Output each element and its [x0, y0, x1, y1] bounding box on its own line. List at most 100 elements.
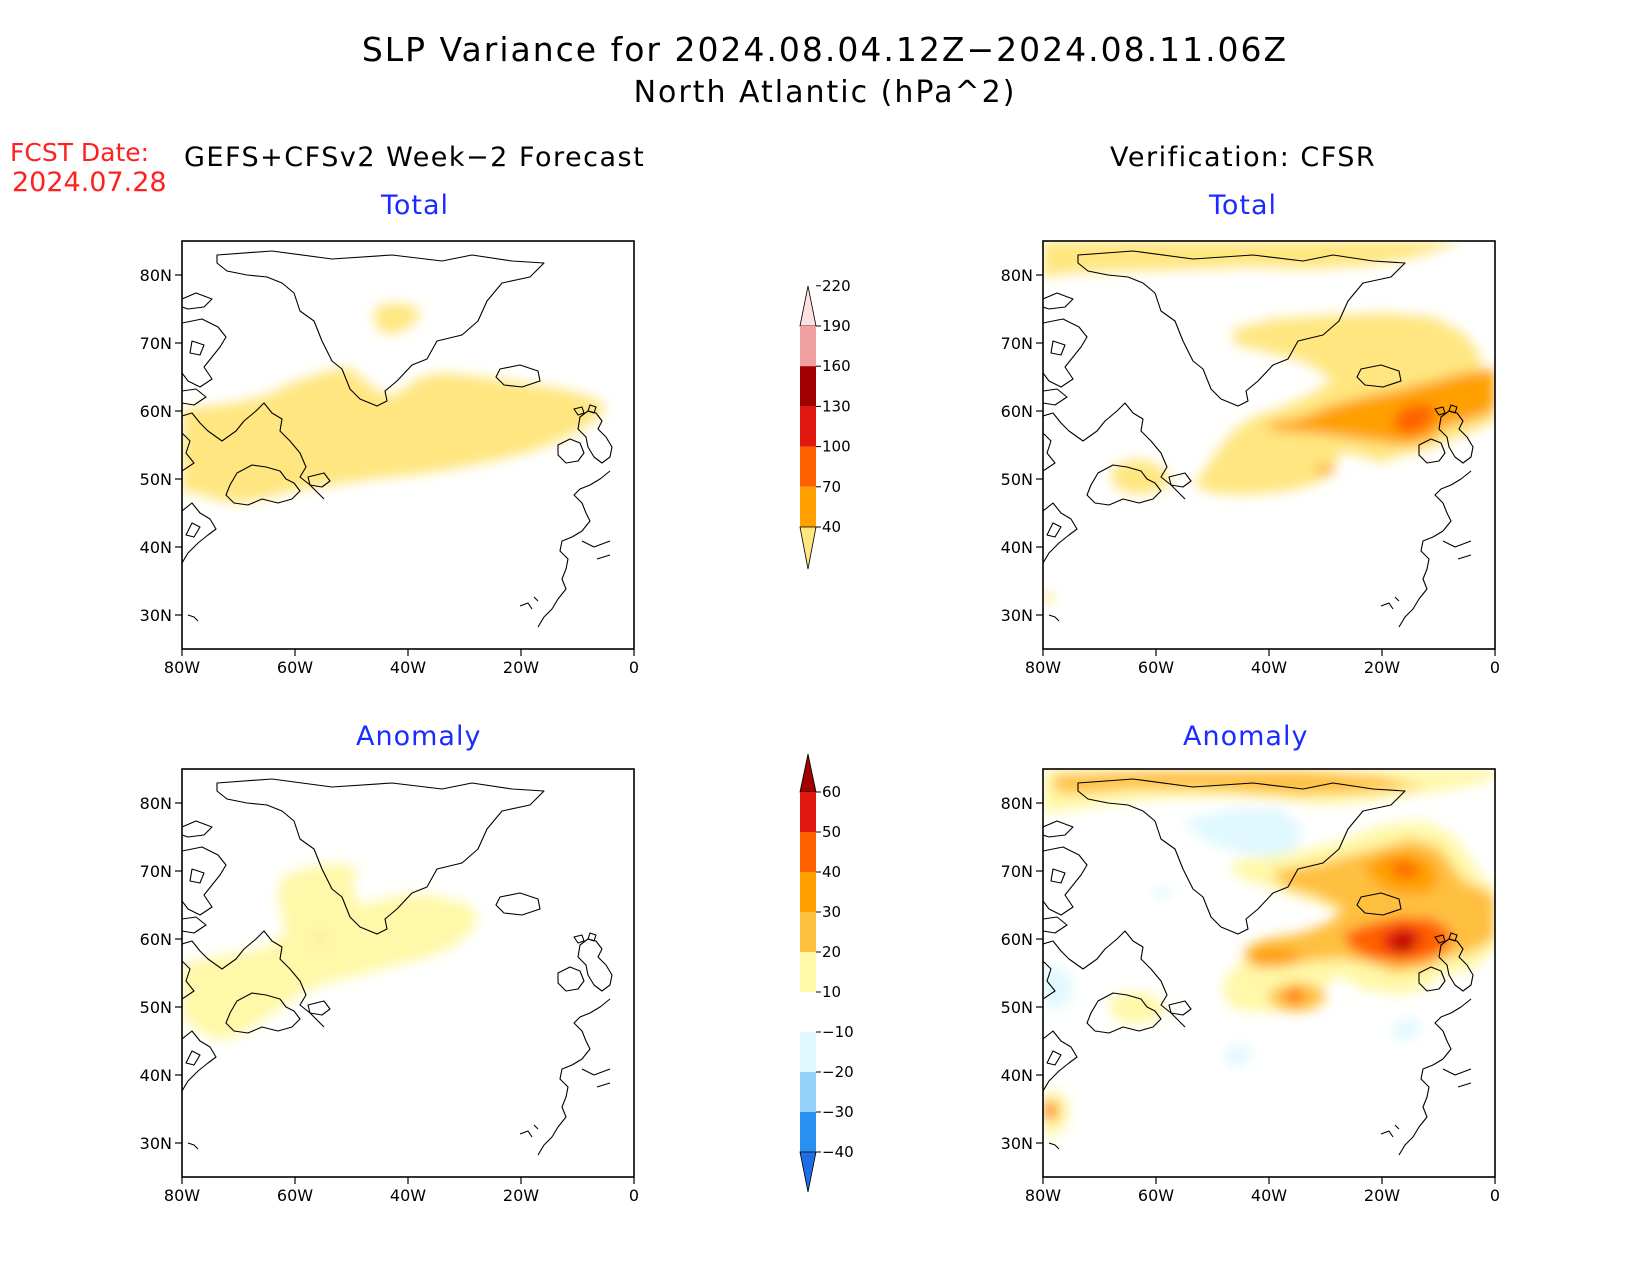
colorbar-anomaly: −40 −30 −20 −10 10 20 30 40 50 60 — [799, 753, 854, 1193]
main-subtitle: North Atlantic (hPa^2) — [633, 75, 1017, 110]
colorbar-segment — [800, 792, 816, 832]
shaded-region — [1315, 465, 1335, 475]
colorbar-arrow-bottom — [799, 1151, 817, 1193]
colorbar-segment — [800, 992, 816, 1032]
colorbar-segment — [800, 872, 816, 912]
colorbar-segment — [800, 912, 816, 952]
lon-label: 20W — [503, 658, 539, 677]
shaded-region — [1053, 771, 1423, 795]
shaded-region — [1109, 991, 1167, 1025]
lon-label: 80W — [164, 1186, 200, 1205]
lat-label: 50N — [1001, 998, 1033, 1017]
lon-label: 40W — [390, 1186, 426, 1205]
colorbar-label: 40 — [822, 518, 841, 536]
colorbar-label: 20 — [822, 943, 841, 961]
colorbar-segment — [800, 1032, 816, 1072]
lon-label: 80W — [1025, 658, 1061, 677]
colorbar-segment — [800, 326, 816, 367]
lat-label: 70N — [140, 862, 172, 881]
colorbar-label: 160 — [822, 357, 851, 375]
lon-label: 20W — [1364, 1186, 1400, 1205]
map-panel-verif-total: 80N 70N 60N 50N 40N 30N 80W 60W 40W 20W 0 — [1001, 240, 1500, 677]
colorbar-segment — [800, 406, 816, 447]
forecast-column-heading: GEFS+CFSv2 Week−2 Forecast — [184, 142, 646, 173]
map-panel-fcst-total: 80N 70N 60N 50N 40N 30N 80W 60W 40W 20W 0 — [140, 240, 639, 677]
colorbar-segment — [800, 366, 816, 407]
lat-label: 30N — [140, 1134, 172, 1153]
lon-label: 40W — [1251, 658, 1287, 677]
shaded-region — [1391, 1017, 1421, 1041]
colorbar-arrow-top — [799, 753, 817, 793]
colorbar-segment — [800, 1072, 816, 1112]
lat-label: 70N — [1001, 334, 1033, 353]
shaded-region — [374, 303, 422, 335]
lat-label: 80N — [140, 266, 172, 285]
lat-label: 70N — [1001, 862, 1033, 881]
main-title: SLP Variance for 2024.08.04.12Z−2024.08.… — [361, 30, 1289, 69]
lat-label: 50N — [140, 998, 172, 1017]
colorbar-label: 190 — [822, 317, 851, 335]
shaded-region — [1225, 1043, 1253, 1067]
map-panel-verif-anomaly: 80N 70N 60N 50N 40N 30N 80W 60W 40W 20W 0 — [1001, 768, 1500, 1205]
lon-label: 60W — [1138, 658, 1174, 677]
colorbar-label: 130 — [822, 397, 851, 415]
colorbar-total: 40 70 100 130 160 190 220 — [799, 277, 851, 570]
panel-subtitle-fcst-total: Total — [381, 190, 450, 221]
shaded-region — [182, 863, 478, 1041]
verification-column-heading: Verification: CFSR — [1110, 142, 1377, 173]
shaded-region — [1395, 935, 1413, 951]
colorbar-label: −40 — [822, 1143, 854, 1161]
lat-label: 50N — [140, 470, 172, 489]
forecast-date-label: FCST Date: — [10, 138, 150, 167]
colorbar-arrow-top — [799, 285, 817, 327]
lat-label: 40N — [1001, 1066, 1033, 1085]
lat-label: 80N — [1001, 794, 1033, 813]
shaded-region — [1183, 809, 1303, 859]
colorbar-label: 30 — [822, 903, 841, 921]
shaded-region — [1043, 591, 1055, 603]
map-panel-fcst-anomaly: 80N 70N 60N 50N 40N 30N 80W 60W 40W 20W 0 — [140, 768, 639, 1205]
colorbar-label: 100 — [822, 438, 851, 456]
lat-label: 40N — [140, 538, 172, 557]
lon-label: 40W — [1251, 1186, 1287, 1205]
colorbar-label: −10 — [822, 1023, 854, 1041]
shaded-region — [182, 367, 607, 503]
colorbar-segment — [800, 952, 816, 992]
colorbar-label: −30 — [822, 1103, 854, 1121]
colorbar-segment — [800, 832, 816, 872]
shaded-region — [1283, 989, 1305, 1003]
lat-label: 70N — [140, 334, 172, 353]
panel-subtitle-verif-total: Total — [1209, 190, 1278, 221]
colorbar-label: 40 — [822, 863, 841, 881]
colorbar-segment — [800, 1112, 816, 1152]
panel-subtitle-verif-anomaly: Anomaly — [1183, 721, 1309, 752]
lon-label: 0 — [629, 1186, 639, 1205]
lon-label: 80W — [1025, 1186, 1061, 1205]
lon-label: 0 — [629, 658, 639, 677]
lat-label: 30N — [1001, 1134, 1033, 1153]
shaded-region — [1388, 861, 1421, 877]
lon-label: 60W — [277, 658, 313, 677]
shaded-region — [1393, 403, 1437, 435]
lat-label: 60N — [1001, 402, 1033, 421]
lon-label: 20W — [1364, 658, 1400, 677]
lat-label: 60N — [140, 930, 172, 949]
colorbar-segment — [800, 486, 816, 527]
shaded-region — [1263, 369, 1495, 445]
lon-label: 20W — [503, 1186, 539, 1205]
lat-label: 50N — [1001, 470, 1033, 489]
lat-label: 30N — [1001, 606, 1033, 625]
lon-label: 40W — [390, 658, 426, 677]
colorbar-label: 10 — [822, 983, 841, 1001]
shaded-region — [1111, 459, 1171, 495]
colorbar-arrow-bottom — [799, 526, 817, 570]
lon-label: 60W — [277, 1186, 313, 1205]
forecast-date-value: 2024.07.28 — [12, 167, 167, 198]
lat-label: 40N — [1001, 538, 1033, 557]
colorbar-label: −20 — [822, 1063, 854, 1081]
lat-label: 80N — [1001, 266, 1033, 285]
shaded-region — [1043, 967, 1073, 1009]
colorbar-label: 60 — [822, 783, 841, 801]
colorbar-label: 50 — [822, 823, 841, 841]
